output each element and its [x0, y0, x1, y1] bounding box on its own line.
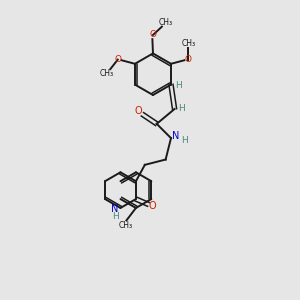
- Text: N: N: [172, 131, 179, 141]
- Text: CH₃: CH₃: [100, 69, 114, 78]
- Text: CH₃: CH₃: [119, 221, 133, 230]
- Text: O: O: [114, 55, 121, 64]
- Text: O: O: [134, 106, 142, 116]
- Text: H: H: [178, 104, 185, 113]
- Text: CH₃: CH₃: [181, 39, 195, 48]
- Text: O: O: [149, 31, 157, 40]
- Text: H: H: [112, 212, 118, 221]
- Text: O: O: [149, 201, 156, 211]
- Text: H: H: [175, 81, 182, 90]
- Text: CH₃: CH₃: [158, 18, 172, 27]
- Text: O: O: [185, 55, 192, 64]
- Text: N: N: [111, 204, 119, 214]
- Text: H: H: [181, 136, 188, 145]
